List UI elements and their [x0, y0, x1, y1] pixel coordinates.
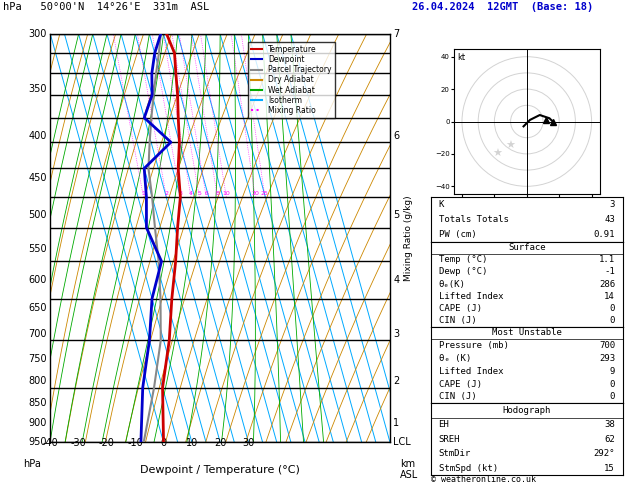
Legend: Temperature, Dewpoint, Parcel Trajectory, Dry Adiabat, Wet Adiabat, Isotherm, Mi: Temperature, Dewpoint, Parcel Trajectory…	[248, 42, 335, 118]
Text: 43: 43	[604, 215, 615, 224]
Text: 0.91: 0.91	[594, 229, 615, 239]
Text: 5: 5	[393, 210, 399, 220]
Text: 2: 2	[393, 376, 399, 386]
Text: 6: 6	[393, 131, 399, 141]
Text: 3: 3	[179, 191, 182, 196]
Text: 850: 850	[28, 398, 47, 408]
Text: CIN (J): CIN (J)	[438, 393, 476, 401]
Text: 25: 25	[261, 191, 269, 196]
Text: 292°: 292°	[594, 449, 615, 458]
Text: 30: 30	[242, 438, 255, 449]
Text: Mixing Ratio (g/kg): Mixing Ratio (g/kg)	[404, 195, 413, 281]
Text: 3: 3	[610, 200, 615, 209]
Text: 350: 350	[28, 84, 47, 94]
Text: 9: 9	[610, 367, 615, 376]
Text: ★: ★	[506, 141, 516, 151]
Text: 900: 900	[28, 418, 47, 428]
Text: 700: 700	[599, 341, 615, 350]
Text: Lifted Index: Lifted Index	[438, 292, 503, 301]
Text: 750: 750	[28, 353, 47, 364]
Text: EH: EH	[438, 420, 449, 430]
Text: 20: 20	[251, 191, 259, 196]
Text: K: K	[438, 200, 444, 209]
Text: km
ASL: km ASL	[400, 459, 418, 480]
Text: 20: 20	[214, 438, 226, 449]
Text: 14: 14	[604, 292, 615, 301]
Text: 0: 0	[610, 316, 615, 325]
Text: hPa   50°00'N  14°26'E  331m  ASL: hPa 50°00'N 14°26'E 331m ASL	[3, 2, 209, 13]
Text: 700: 700	[28, 329, 47, 339]
Text: -10: -10	[127, 438, 143, 449]
Text: CAPE (J): CAPE (J)	[438, 304, 482, 313]
Text: θₑ(K): θₑ(K)	[438, 279, 465, 289]
Text: PW (cm): PW (cm)	[438, 229, 476, 239]
Text: StmSpd (kt): StmSpd (kt)	[438, 464, 498, 472]
Text: Pressure (mb): Pressure (mb)	[438, 341, 508, 350]
Text: -30: -30	[70, 438, 87, 449]
Text: kt: kt	[457, 53, 465, 63]
Text: ★: ★	[493, 149, 503, 159]
Text: 0: 0	[610, 380, 615, 389]
Text: Surface: Surface	[508, 243, 545, 252]
Text: 400: 400	[28, 131, 47, 141]
Text: -20: -20	[99, 438, 115, 449]
Text: 38: 38	[604, 420, 615, 430]
Text: 293: 293	[599, 354, 615, 363]
Text: -1: -1	[604, 267, 615, 277]
Text: 0: 0	[610, 393, 615, 401]
Text: 62: 62	[604, 435, 615, 444]
Text: 950: 950	[28, 437, 47, 447]
Text: 10: 10	[223, 191, 230, 196]
Text: Most Unstable: Most Unstable	[492, 329, 562, 337]
Text: 7: 7	[393, 29, 399, 39]
Text: Totals Totals: Totals Totals	[438, 215, 508, 224]
Text: 500: 500	[28, 210, 47, 220]
Text: θₑ (K): θₑ (K)	[438, 354, 470, 363]
Text: Hodograph: Hodograph	[503, 406, 551, 415]
Text: 3: 3	[393, 329, 399, 339]
Text: LCL: LCL	[393, 437, 411, 447]
Text: 2: 2	[164, 191, 169, 196]
Text: CAPE (J): CAPE (J)	[438, 380, 482, 389]
Text: SREH: SREH	[438, 435, 460, 444]
Text: 8: 8	[216, 191, 220, 196]
Text: 450: 450	[28, 173, 47, 183]
Text: 5: 5	[198, 191, 201, 196]
Text: 6: 6	[204, 191, 208, 196]
Text: StmDir: StmDir	[438, 449, 470, 458]
Text: Dewp (°C): Dewp (°C)	[438, 267, 487, 277]
Text: 4: 4	[189, 191, 193, 196]
Text: 550: 550	[28, 243, 47, 254]
Text: Lifted Index: Lifted Index	[438, 367, 503, 376]
Text: 26.04.2024  12GMT  (Base: 18): 26.04.2024 12GMT (Base: 18)	[412, 2, 593, 13]
Text: -40: -40	[42, 438, 58, 449]
Text: 600: 600	[28, 275, 47, 284]
Text: 15: 15	[604, 464, 615, 472]
Text: 0: 0	[160, 438, 167, 449]
Text: 1.1: 1.1	[599, 255, 615, 264]
Text: 0: 0	[610, 304, 615, 313]
Text: 286: 286	[599, 279, 615, 289]
Text: 650: 650	[28, 303, 47, 313]
Text: 800: 800	[28, 376, 47, 386]
Text: hPa: hPa	[23, 459, 41, 469]
Text: 1: 1	[142, 191, 145, 196]
Text: Temp (°C): Temp (°C)	[438, 255, 487, 264]
Text: © weatheronline.co.uk: © weatheronline.co.uk	[431, 474, 536, 484]
Text: Dewpoint / Temperature (°C): Dewpoint / Temperature (°C)	[140, 465, 300, 475]
Text: 10: 10	[186, 438, 198, 449]
Text: 300: 300	[28, 29, 47, 39]
Text: 4: 4	[393, 275, 399, 284]
Text: 1: 1	[393, 418, 399, 428]
Text: CIN (J): CIN (J)	[438, 316, 476, 325]
